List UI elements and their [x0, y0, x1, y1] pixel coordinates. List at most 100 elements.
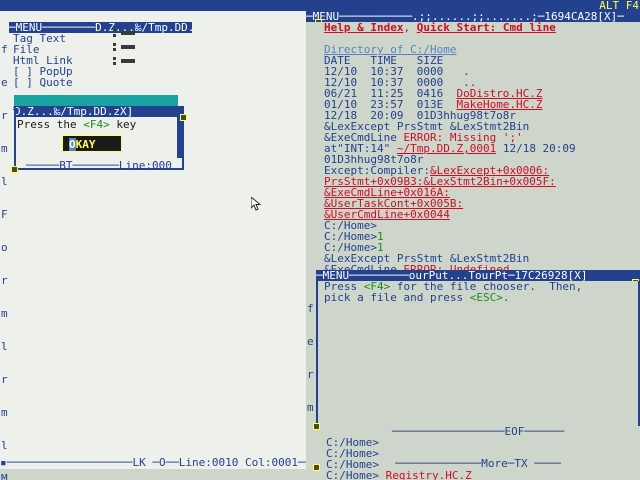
edge-letter: F — [1, 208, 8, 221]
edge-letter: m — [1, 406, 8, 419]
output-line: &UserTaskCont+0x005B: — [308, 198, 638, 209]
output-line: &ExeCmdLine ERROR: Undefined — [308, 264, 638, 275]
prompt-line: C:/Home> Registry.HC.Z — [320, 470, 640, 480]
output-help-window[interactable]: ─MENU─────────ourPut...TourPt─17C26928[X… — [306, 270, 640, 480]
menu-item-html-link[interactable]: Html Link — [13, 54, 73, 67]
output-line: 06/21 11:25 0416 DoDistro.HC.Z — [308, 88, 638, 99]
help-and-index-link[interactable]: Help & Index — [324, 22, 404, 34]
system-status-bar: Sun 12/19 12:16:02 FPS:32 Mem:0015AE4000… — [0, 0, 640, 11]
output-line: 01D3hhug98t7o8r — [324, 153, 424, 166]
eof-marker: ─────────────────EOF────── — [391, 426, 565, 437]
file-link-dodistro[interactable]: DoDistro.HC.Z — [456, 87, 543, 100]
output-line: &ExeCmdLine ERROR: Missing ';' — [308, 132, 638, 143]
bullet-dot-icon — [113, 34, 116, 37]
prompt-path: C:/Home> — [326, 469, 386, 480]
output-window-grip[interactable] — [313, 423, 320, 430]
output-line: Directory of C:/Home — [308, 44, 638, 55]
right-window-titlebar[interactable]: ─MENU───────────.;;......;;.......;─1694… — [306, 11, 640, 22]
dialog-resize-grip[interactable] — [11, 166, 18, 173]
menu-item-popup-checkbox[interactable]: [ ] PopUp — [13, 65, 73, 78]
prompt-line: C:/Home> — [326, 447, 379, 460]
instruction-line: Press <F4> for the file chooser. Then, — [318, 281, 638, 292]
output-line: &UserCmdLine+0x0044 — [308, 209, 638, 220]
output-window-edge-letters: f e r m — [307, 281, 316, 435]
dialog-status-line: ─────BT───────Line:000 — [26, 160, 172, 171]
instruction-post: for the file chooser. Then, — [390, 281, 583, 293]
okay-button-label: OKAY — [69, 138, 96, 151]
file-link-registry[interactable]: Registry.HC.Z — [385, 469, 472, 480]
edge-letter: M — [1, 472, 8, 480]
output-line: 12/10 10:37 0000 .. — [324, 76, 477, 89]
directory-header[interactable]: Directory of C:/Home — [324, 43, 457, 56]
menu-item-tag-text[interactable]: Tag Text — [13, 32, 66, 45]
bullet-dash-icon — [121, 59, 135, 63]
stack-frame-link[interactable]: &UserCmdLine+0x0044 — [324, 208, 450, 221]
output-line: &ExeCmdLine+0x016A: — [308, 187, 638, 198]
okay-button[interactable]: OKAY — [62, 135, 122, 152]
menu-item-file[interactable]: File — [13, 43, 40, 56]
dialog-scrollbar[interactable] — [177, 117, 182, 158]
exec-prefix: &ExeCmdLine — [324, 263, 403, 276]
dialog-resize-grip[interactable] — [180, 114, 187, 121]
output-window-titlebar[interactable]: ─MENU─────────ourPut...TourPt─17C26928[X… — [316, 270, 640, 281]
output-line: 12/18 20:09 01D3hhug98t7o8r — [324, 109, 517, 122]
output-window-content: Press <F4> for the file chooser. Then, p… — [316, 281, 640, 426]
edge-letter: m — [1, 142, 8, 155]
dialog-message: Press the <F4> key — [17, 119, 136, 130]
instruction-post: . — [502, 291, 510, 304]
edge-letter: r — [307, 368, 314, 381]
except-prefix: Except:Compiler: — [324, 164, 430, 177]
key-hint-esc: <ESC> — [469, 291, 503, 304]
exec-prefix: &ExeCmdLine — [324, 131, 404, 144]
stack-frame-link[interactable]: &ExeCmdLine+0x016A: — [324, 186, 450, 199]
bullet-dot-icon — [113, 43, 116, 46]
output-terminal-lines: C:/Home> C:/Home> C:/Home> C:/Home> Regi… — [320, 437, 640, 480]
prompt-path: C:/Home> — [324, 241, 377, 254]
stack-frame-link[interactable]: PrsStmt+0x09B3:&LexStmt2Bin+0x005F: — [324, 175, 556, 188]
error-message: ERROR: Missing ';' — [403, 131, 523, 144]
prompt-line: C:/Home> — [326, 458, 379, 471]
prompt-line: C:/Home> — [324, 219, 377, 232]
dir-entry-meta: 06/21 11:25 0416 — [324, 87, 457, 100]
output-line: at"INT:14" ~/Tmp.DD.Z,0001 12/18 20:09 — [308, 143, 638, 154]
prompt-line: C:/Home> — [326, 437, 379, 449]
dialog-message-key: <F4> — [83, 118, 110, 131]
output-line: PrsStmt+0x09B3:&LexStmt2Bin+0x005F: — [308, 176, 638, 187]
edge-letter: m — [1, 307, 8, 320]
edge-letter: r — [1, 109, 8, 122]
bullet-dot-icon — [113, 48, 116, 51]
bullet-dash-icon — [121, 45, 135, 49]
menu-item-quote-checkbox[interactable]: [ ] Quote — [13, 76, 73, 89]
instruction-pre: pick a file and press — [324, 291, 470, 304]
output-line: 01/10 23:57 013E MakeHome.HC.Z — [308, 99, 638, 110]
click-for-help-tooltip[interactable]: ■Click for Help — [14, 95, 178, 106]
stack-frame-link[interactable]: &LexExcept+0x0006: — [429, 164, 550, 177]
error-message: ERROR: Undefined — [403, 263, 509, 276]
popup-menu-titlebar[interactable]: ─MENU────────D.Z...‰/Tmp.DD.Z───────[X] — [9, 22, 192, 33]
prompt-line: C:/Home>1 — [308, 231, 638, 242]
dialog-titlebar[interactable]: D.Z...‰/Tmp.DD.zX] — [14, 106, 184, 117]
dir-entry-meta: 01/10 23:57 013E — [324, 98, 457, 111]
output-window-status-line: ─────────────More─TX ──── — [395, 458, 561, 469]
output-line: Except:Compiler:&LexExcept+0x0006: — [308, 165, 638, 176]
edge-letter: o — [1, 241, 8, 254]
edge-letter: r — [1, 373, 8, 386]
stack-frame-link[interactable]: &UserTaskCont+0x005B: — [324, 197, 464, 210]
error-timestamp: 12/18 20:09 — [496, 142, 576, 155]
key-hint-f4: <F4> — [363, 281, 391, 293]
quick-start-cmdline-link[interactable]: Quick Start: Cmd line — [416, 22, 556, 34]
file-link-makehome[interactable]: MakeHome.HC.Z — [456, 98, 543, 111]
press-f4-dialog[interactable]: D.Z...‰/Tmp.DD.zX] Press the <F4> key OK… — [11, 106, 187, 173]
edge-letter: l — [1, 439, 8, 452]
output-window-grip[interactable] — [313, 464, 320, 471]
edge-letter: f — [307, 302, 314, 315]
output-line: &LexExcept PrsStmt &LexStmt2Bin — [324, 252, 530, 265]
bullet-dot-icon — [113, 62, 116, 65]
edge-letter: r — [1, 274, 8, 287]
instruction-line: pick a file and press <ESC>. — [318, 292, 638, 303]
error-file-link[interactable]: ~/Tmp.DD.Z,0001 — [396, 142, 497, 155]
alt-f4-hint[interactable]: ALT F4 — [599, 0, 639, 11]
help-links-row: Help & Index, Quick Start: Cmd line — [324, 22, 556, 34]
left-terminal-window[interactable]: f e r m l F o r m l r m l M e n u l — [0, 11, 306, 480]
error-location-prefix: at"INT:14" — [324, 142, 397, 155]
